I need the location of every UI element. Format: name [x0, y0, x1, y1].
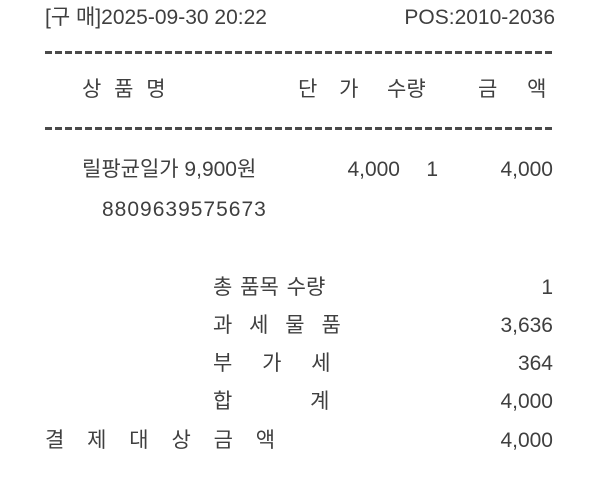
vat-value: 364 [517, 352, 553, 375]
item-name: 릴팡균일가 9,900원 [82, 158, 257, 181]
column-header-amount: 금 액 [478, 78, 547, 101]
column-header-product-name: 상 품 명 [82, 78, 166, 101]
pos-number: POS:2010-2036 [404, 6, 555, 29]
vat-label: 부 가 세 [213, 352, 331, 375]
taxable-goods-label: 과 세 물 품 [213, 314, 341, 337]
divider-top [45, 51, 552, 54]
column-header-quantity: 수량 [387, 78, 426, 101]
taxable-goods-value: 3,636 [500, 314, 553, 337]
sum-total-label: 합 계 [213, 390, 330, 413]
total-items-value: 1 [541, 276, 553, 299]
item-barcode: 8809639575673 [102, 198, 267, 221]
payment-amount-label: 결 제 대 상 금 액 [45, 429, 276, 452]
sum-total-value: 4,000 [500, 390, 553, 413]
item-quantity: 1 [426, 158, 438, 181]
total-items-label: 총 품목 수량 [213, 276, 326, 299]
purchase-datetime: [구 매]2025-09-30 20:22 [45, 6, 267, 29]
item-unit-price: 4,000 [347, 158, 400, 181]
column-header-unit-price: 단 가 [298, 78, 359, 101]
divider-columns [45, 127, 552, 130]
payment-amount-value: 4,000 [500, 429, 553, 452]
item-amount: 4,000 [500, 158, 553, 181]
